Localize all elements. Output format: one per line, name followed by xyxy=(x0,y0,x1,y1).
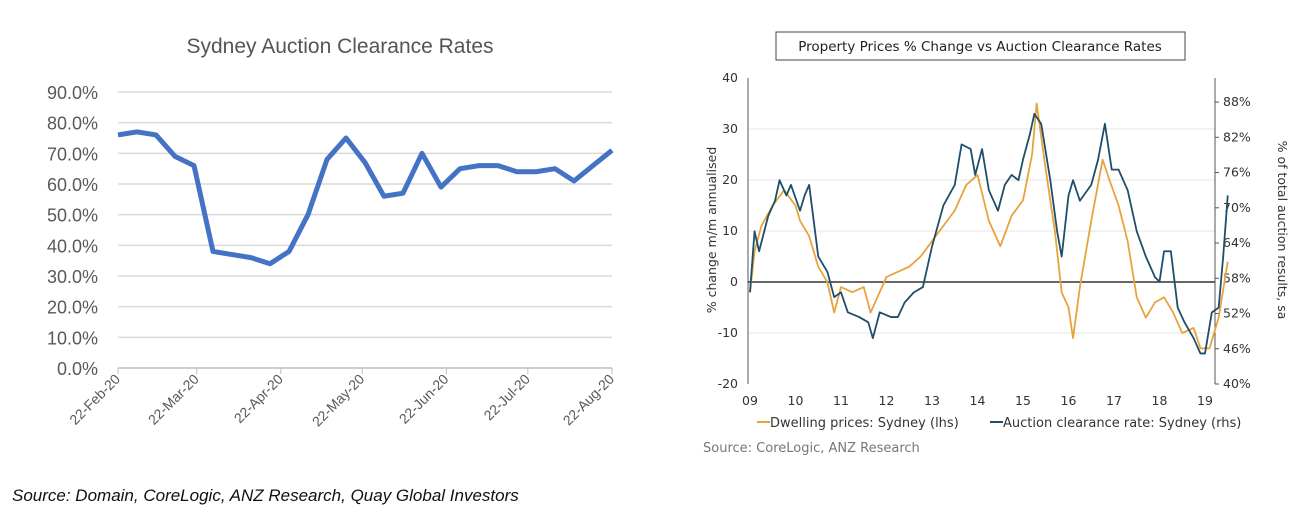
right-left-tick-label: 40 xyxy=(722,70,738,85)
left-y-tick-label: 20.0% xyxy=(47,298,98,318)
right-chart-title: Property Prices % Change vs Auction Clea… xyxy=(798,39,1162,55)
right-left-tick-label: 0 xyxy=(730,274,738,289)
clearance-rate-line xyxy=(117,129,614,267)
right-left-tick-label: 20 xyxy=(722,172,738,187)
right-right-tick-label: 64% xyxy=(1223,235,1251,250)
right-right-tick-label: 70% xyxy=(1223,200,1251,215)
right-right-tick-label: 76% xyxy=(1223,165,1251,180)
right-x-tick-label: 13 xyxy=(924,393,940,408)
left-chart-title: Sydney Auction Clearance Rates xyxy=(186,35,493,58)
left-y-tick-label: 30.0% xyxy=(47,267,98,287)
legend-label-clearance: Auction clearance rate: Sydney (rhs) xyxy=(1003,416,1241,431)
right-x-tick-label: 15 xyxy=(1015,393,1031,408)
right-left-tick-label: 30 xyxy=(722,121,738,136)
right-right-tick-label: 52% xyxy=(1223,306,1251,321)
source-note: Source: Domain, CoreLogic, ANZ Research,… xyxy=(12,486,519,505)
left-y-tick-label: 0.0% xyxy=(57,359,98,379)
right-x-tick-label: 09 xyxy=(742,393,758,408)
left-x-tick-label: 22-May-20 xyxy=(309,371,368,430)
right-axis-label: % of total auction results, sa xyxy=(1275,141,1290,320)
right-right-tick-label: 40% xyxy=(1223,376,1251,391)
left-x-tick-label: 22-Apr-20 xyxy=(231,371,286,426)
clearance-rate-series-line xyxy=(749,112,1229,355)
left-x-tick-label: 22-Feb-20 xyxy=(66,371,123,428)
left-axis-label: % change m/m annualised xyxy=(704,147,719,314)
right-x-tick-label: 10 xyxy=(788,393,804,408)
left-x-tick-label: 22-Mar-20 xyxy=(145,371,202,428)
left-x-tick-label: 22-Aug-20 xyxy=(560,371,618,429)
left-y-tick-label: 50.0% xyxy=(47,206,98,226)
right-right-tick-label: 58% xyxy=(1223,270,1251,285)
left-x-tick-label: 22-Jul-20 xyxy=(480,371,533,424)
right-left-tick-label: -10 xyxy=(718,325,738,340)
right-x-tick-label: 19 xyxy=(1197,393,1213,408)
right-x-tick-label: 14 xyxy=(970,393,986,408)
right-x-tick-label: 16 xyxy=(1061,393,1077,408)
right-chart-source: Source: CoreLogic, ANZ Research xyxy=(703,441,920,456)
right-right-tick-label: 88% xyxy=(1223,94,1251,109)
right-left-tick-label: 10 xyxy=(722,223,738,238)
left-x-tick-label: 22-Jun-20 xyxy=(396,371,452,427)
legend-label-dwelling: Dwelling prices: Sydney (lhs) xyxy=(770,416,959,431)
left-y-tick-label: 60.0% xyxy=(47,175,98,195)
dwelling-prices-series-line xyxy=(749,102,1229,350)
left-y-tick-label: 90.0% xyxy=(47,83,98,103)
left-chart: Sydney Auction Clearance Rates 0.0% 10.0%… xyxy=(47,35,617,429)
right-x-tick-label: 11 xyxy=(833,393,849,408)
right-left-tick-label: -20 xyxy=(718,376,738,391)
left-y-tick-label: 40.0% xyxy=(47,236,98,256)
right-x-tick-label: 17 xyxy=(1106,393,1122,408)
right-chart: Property Prices % Change vs Auction Clea… xyxy=(703,31,1290,456)
left-y-tick-label: 10.0% xyxy=(47,328,98,348)
right-chart-title-box xyxy=(775,31,1186,61)
right-right-tick-label: 82% xyxy=(1223,129,1251,144)
left-y-tick-label: 70.0% xyxy=(47,144,98,164)
right-x-tick-label: 12 xyxy=(879,393,895,408)
right-x-tick-label: 18 xyxy=(1152,393,1168,408)
right-right-tick-label: 46% xyxy=(1223,341,1251,356)
left-y-tick-label: 80.0% xyxy=(47,114,98,134)
